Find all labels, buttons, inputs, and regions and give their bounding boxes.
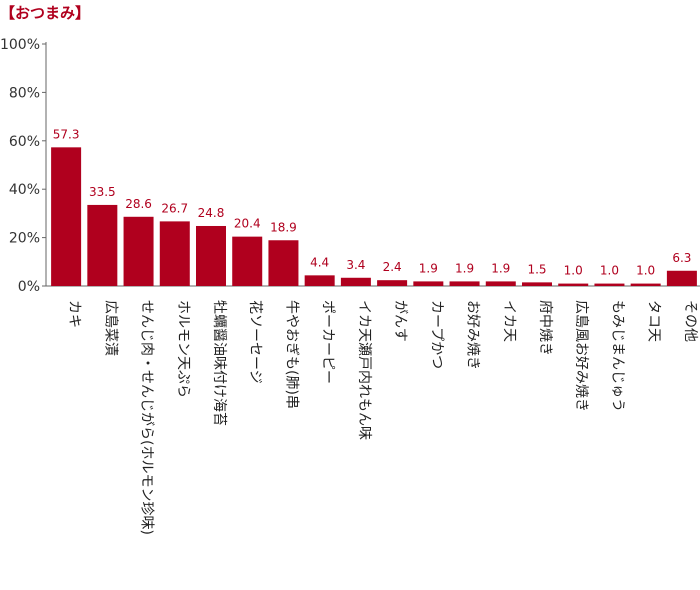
bar-value-label: 20.4: [234, 217, 261, 231]
category-label: 牡蠣醤油味付け海苔: [211, 300, 228, 426]
bar-value-label: 1.9: [419, 261, 438, 275]
category-label: 広島風お好み焼き: [573, 300, 589, 412]
category-label: カキ: [66, 300, 82, 328]
bar: [485, 281, 516, 286]
bar-value-label: 18.9: [270, 220, 297, 234]
bar-value-label: 26.7: [161, 201, 188, 215]
category-label: 府中焼き: [537, 300, 553, 356]
bar: [666, 270, 697, 286]
bar-value-label: 1.0: [600, 264, 619, 278]
category-label: タコ天: [646, 300, 662, 342]
bar-value-label: 57.3: [53, 127, 80, 141]
category-label: イカ天: [501, 300, 517, 342]
bar-value-label: 33.5: [89, 185, 116, 199]
bar: [196, 225, 226, 286]
bar-value-label: 1.9: [455, 261, 474, 275]
bar: [377, 280, 408, 286]
y-tick-label: 40%: [9, 182, 40, 198]
category-label: 牛やおぎも(肺)串: [283, 300, 299, 409]
bar: [594, 283, 625, 286]
bar-value-label: 24.8: [198, 206, 225, 220]
category-label: イカ天瀬戸内れもん味: [356, 300, 372, 440]
bar-value-label: 4.4: [310, 255, 329, 269]
bar: [159, 221, 190, 286]
category-label: ホルモン天ぷら: [175, 300, 191, 398]
y-tick-label: 0%: [18, 279, 40, 295]
y-tick-label: 60%: [9, 134, 40, 150]
bar-value-label: 3.4: [346, 258, 365, 272]
bar: [340, 277, 371, 286]
bar-value-label: 6.3: [672, 251, 691, 265]
category-label: 広島菜漬: [102, 300, 118, 356]
category-label: カープかつ: [428, 300, 444, 369]
bar: [87, 204, 118, 286]
bar-value-label: 28.6: [125, 197, 152, 211]
category-label: もみじまんじゅう: [609, 300, 625, 412]
y-tick-label: 80%: [9, 85, 40, 101]
y-tick-label: 100%: [0, 37, 40, 53]
bar-value-label: 1.5: [527, 262, 546, 276]
chart-title: 【おつまみ】: [0, 4, 91, 22]
category-label: その他: [682, 300, 698, 342]
bar: [268, 240, 299, 286]
category-label: がんす: [392, 300, 408, 342]
bar: [51, 147, 82, 286]
bar-value-label: 1.0: [564, 264, 583, 278]
bar: [413, 281, 444, 286]
bar: [522, 282, 552, 286]
bar: [558, 283, 589, 286]
bar: [630, 283, 661, 286]
category-label: お好み焼き: [465, 300, 481, 370]
bar: [123, 216, 154, 286]
bar-value-label: 1.0: [636, 264, 655, 278]
category-label: ポーカーピー: [320, 300, 336, 384]
y-tick-label: 20%: [9, 231, 40, 247]
bar: [304, 275, 335, 286]
bar-value-label: 2.4: [383, 260, 402, 274]
category-label: せんじ肉・せんじがら(ホルモン珍味): [139, 300, 155, 535]
bar-value-label: 1.9: [491, 261, 510, 275]
bar: [449, 281, 480, 286]
bar: [232, 236, 263, 286]
category-label: 花ソーセージ: [247, 300, 263, 384]
